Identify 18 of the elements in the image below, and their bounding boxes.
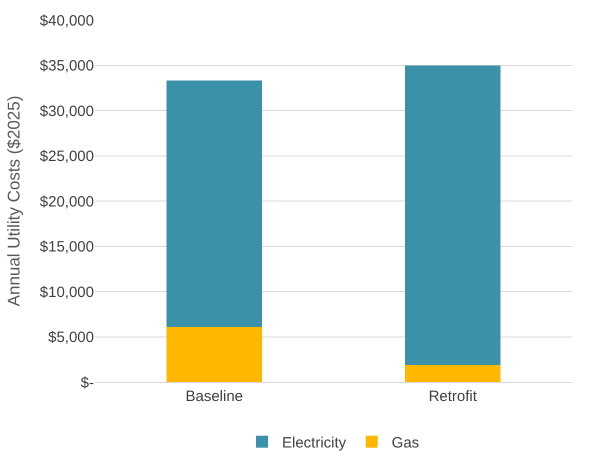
y-tick-label: $30,000 [40,102,94,120]
y-tick-label: $5,000 [48,329,94,346]
y-tick-label: $40,000 [40,12,94,30]
legend-label: Electricity [282,434,347,452]
bar [405,65,500,365]
bar [166,326,262,382]
legend-label: Gas [392,434,420,452]
y-tick-label: $25,000 [40,148,94,165]
y-tick-label: $10,000 [40,284,94,301]
bar [166,80,262,327]
y-axis-title: Annual Utility Costs ($2025) [4,96,24,306]
x-tick-label: Baseline [185,388,244,405]
bar [405,364,500,382]
y-tick-label: $20,000 [40,193,94,210]
x-tick-label: Retrofit [428,388,478,405]
y-tick-label: $35,000 [40,58,94,74]
y-tick-label: $- [80,374,94,392]
y-tick-label: $15,000 [40,238,94,256]
